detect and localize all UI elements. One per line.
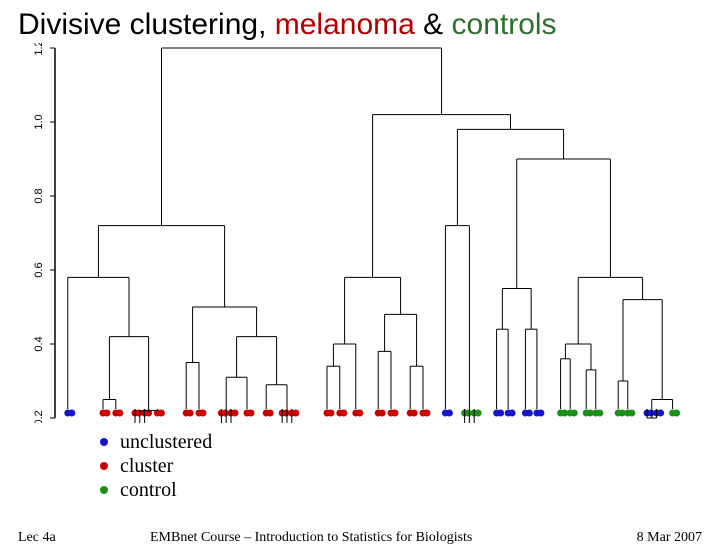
legend-label: control [120,479,177,502]
footer-left: Lec 4a [18,530,56,546]
legend-item-cluster: cluster [100,454,212,478]
title-part-2: & [423,8,451,41]
title-part-1: melanoma [275,8,423,41]
footer-right: 8 Mar 2007 [637,530,702,546]
legend-label: unclustered [120,431,212,454]
svg-text:1.0: 1.0 [33,114,45,129]
footer-center: EMBnet Course – Introduction to Statisti… [150,530,472,546]
svg-text:0.2: 0.2 [33,410,45,423]
title-part-0: Divisive clustering, [18,8,275,41]
legend-item-control: control [100,478,212,502]
page-title: Divisive clustering, melanoma & controls [18,8,557,42]
svg-text:1.2: 1.2 [33,43,45,56]
legend-dot-icon [100,486,108,494]
legend-label: cluster [120,455,173,478]
legend-item-unclustered: unclustered [100,430,212,454]
svg-text:0.6: 0.6 [33,262,45,277]
dendrogram-svg: 0.2 0.4 0.6 0.8 1.0 1.2 [25,43,700,423]
svg-text:0.4: 0.4 [33,336,45,351]
svg-text:0.8: 0.8 [33,188,45,203]
dendrogram-chart: 0.20.40.60.81.01.2 [55,48,695,418]
legend-dot-icon [100,462,108,470]
legend: unclusteredclustercontrol [100,430,212,502]
legend-dot-icon [100,438,108,446]
title-part-3: controls [452,8,557,41]
